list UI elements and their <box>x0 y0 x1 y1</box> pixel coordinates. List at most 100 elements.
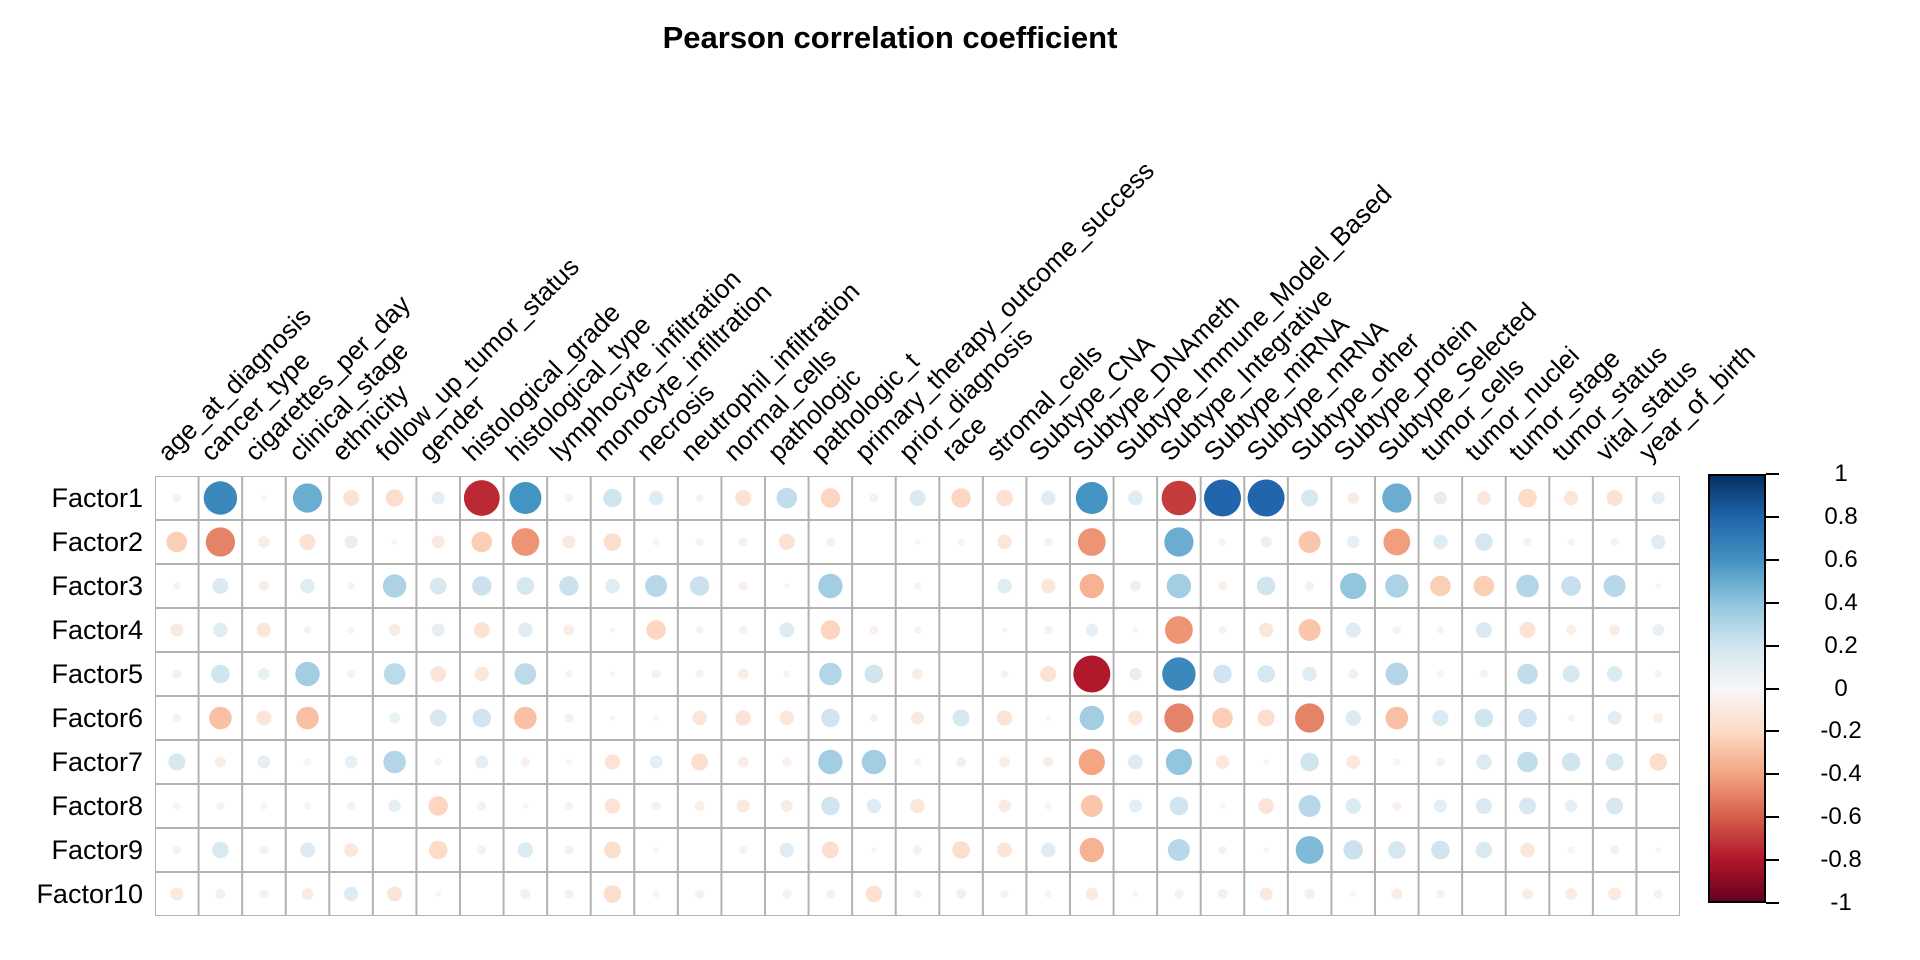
corr-circle <box>1518 488 1537 508</box>
corr-circle <box>259 845 269 855</box>
corr-circle <box>1475 622 1492 638</box>
corr-circle <box>1298 795 1321 817</box>
corr-circle <box>261 495 267 501</box>
corr-circle <box>1476 754 1492 770</box>
corr-circle <box>257 755 271 769</box>
corr-circle <box>913 889 922 899</box>
colorbar-tick <box>1766 902 1779 904</box>
corr-circle <box>864 664 884 684</box>
corr-circle <box>1431 840 1450 860</box>
corr-circle <box>1132 627 1139 633</box>
corr-circle <box>347 801 356 811</box>
corr-circle <box>258 668 270 680</box>
row-label: Factor3 <box>51 571 143 601</box>
corr-circle <box>695 537 704 547</box>
colorbar-tick <box>1766 558 1779 561</box>
corr-circle <box>604 798 621 814</box>
corr-circle <box>1436 889 1445 899</box>
corr-circle <box>820 488 841 508</box>
corr-circle <box>1652 624 1665 636</box>
colorbar-tick <box>1766 687 1779 690</box>
corr-circle <box>1345 622 1361 638</box>
corr-circle <box>783 670 791 678</box>
corr-circle <box>1166 573 1192 599</box>
corr-circle <box>388 799 401 813</box>
corr-circle <box>914 539 921 545</box>
corr-circle <box>1304 888 1315 900</box>
corr-circle <box>776 487 798 509</box>
corr-circle <box>1217 581 1228 591</box>
corr-circle <box>866 798 882 814</box>
corr-circle <box>691 753 709 771</box>
corr-circle <box>1079 705 1104 731</box>
corr-circle <box>1391 888 1403 900</box>
corr-circle <box>869 493 879 503</box>
corr-circle <box>1567 714 1575 722</box>
corr-circle <box>651 669 661 679</box>
corr-circle <box>382 574 407 598</box>
corr-circle <box>1263 847 1269 853</box>
corr-circle <box>214 756 226 768</box>
colorbar-tick-label: 0.2 <box>1824 631 1858 659</box>
corr-circle <box>913 582 922 590</box>
corr-circle <box>1655 847 1662 853</box>
corr-circle <box>168 753 186 771</box>
corr-circle <box>1432 710 1449 726</box>
corr-circle <box>818 573 843 599</box>
corr-circle <box>821 708 840 728</box>
corr-circle <box>256 622 272 638</box>
corr-circle <box>472 708 492 728</box>
corr-circle <box>1078 748 1105 776</box>
corr-circle <box>1565 888 1577 900</box>
corr-circle <box>1474 708 1494 728</box>
corr-circle <box>1436 626 1444 634</box>
corr-circle <box>1564 799 1578 813</box>
corr-circle <box>694 800 705 812</box>
corr-circle <box>1653 712 1664 724</box>
corr-circle <box>1606 666 1623 682</box>
corr-circle <box>1519 622 1536 638</box>
corr-circle <box>912 668 923 680</box>
corr-circle <box>172 669 182 679</box>
corr-circle <box>1475 798 1492 814</box>
corr-circle <box>173 802 181 810</box>
corr-circle <box>1520 842 1535 858</box>
corr-circle <box>1164 703 1194 733</box>
corr-circle <box>1213 664 1232 684</box>
corr-circle <box>215 888 226 900</box>
corr-circle <box>563 624 575 636</box>
corr-circle <box>780 800 793 812</box>
corr-circle <box>211 664 230 684</box>
corr-circle <box>1044 890 1052 898</box>
corr-circle <box>1433 799 1447 813</box>
corr-circle <box>387 886 403 902</box>
corr-circle <box>1350 891 1357 897</box>
corr-circle <box>653 847 659 853</box>
corr-circle <box>1385 574 1409 598</box>
corr-circle <box>565 670 573 678</box>
corr-circle <box>473 622 490 638</box>
corr-circle <box>1343 840 1363 860</box>
corr-circle <box>951 488 971 508</box>
corr-circle <box>1610 537 1619 547</box>
corr-circle <box>509 482 542 514</box>
corr-circle <box>172 713 181 723</box>
corr-circle <box>782 889 792 899</box>
corr-circle <box>1298 531 1321 553</box>
colorbar-tick-label: 0.8 <box>1824 502 1858 530</box>
row-label: Factor1 <box>51 483 143 513</box>
corr-circle <box>388 624 401 636</box>
corr-circle <box>471 531 493 553</box>
corr-circle <box>1080 795 1103 817</box>
corr-circle <box>865 885 883 903</box>
corr-circle <box>1655 583 1662 589</box>
corr-circle <box>520 757 530 767</box>
colorbar-tick-label: 0 <box>1834 674 1848 702</box>
colorbar-tick <box>1766 816 1779 819</box>
corr-circle <box>1382 483 1412 513</box>
corr-circle <box>166 531 188 553</box>
colorbar-tick <box>1766 473 1779 475</box>
corr-circle <box>1563 490 1579 506</box>
corr-circle <box>562 535 576 549</box>
corr-circle <box>344 535 358 549</box>
